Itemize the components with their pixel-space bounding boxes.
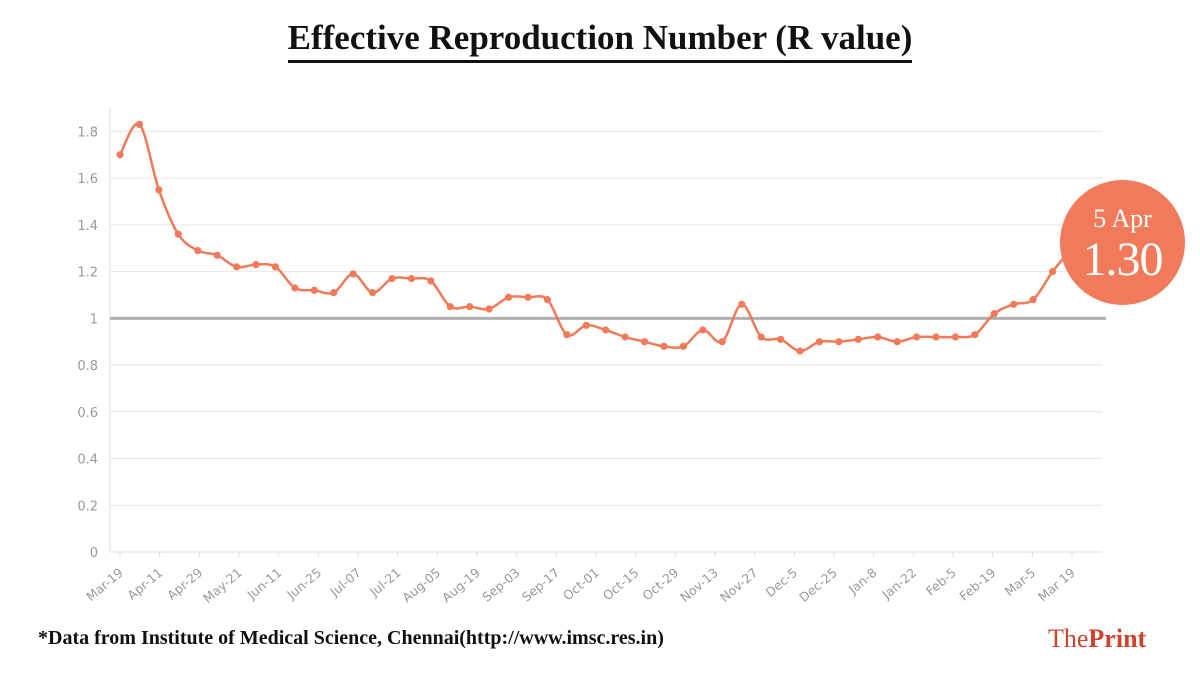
data-point: [602, 326, 610, 334]
data-point: [174, 230, 182, 238]
x-tick-label: Apr-11: [124, 565, 165, 603]
data-point: [796, 347, 804, 355]
data-point: [252, 260, 260, 269]
data-point: [582, 321, 590, 329]
data-point: [971, 331, 979, 339]
data-point: [543, 296, 552, 304]
y-tick-label: 1.2: [77, 266, 98, 281]
y-tick-label: 0.8: [77, 359, 98, 374]
y-tick-label: 0.4: [77, 453, 98, 468]
x-tick-label: Sep-17: [519, 565, 562, 605]
x-tick-label: Oct-29: [639, 565, 681, 604]
data-point: [407, 274, 416, 283]
data-point: [1048, 267, 1057, 276]
y-tick-label: 1.8: [77, 125, 98, 140]
data-point: [466, 303, 474, 311]
data-point: [155, 186, 163, 194]
x-tick-label: Aug-05: [399, 565, 443, 605]
x-tick-label: Sep-03: [479, 565, 522, 605]
x-tick-label: Nov-13: [677, 565, 721, 605]
y-tick-label: 1: [90, 312, 98, 327]
theprint-logo: ThePrint: [1048, 624, 1146, 654]
x-tick-label: Apr-29: [164, 565, 205, 603]
data-point: [232, 263, 241, 271]
x-tick-label: Mar-5: [1002, 565, 1039, 599]
data-point: [815, 338, 824, 346]
x-tick-label: Mar 19: [1035, 565, 1078, 604]
data-point: [563, 331, 571, 339]
data-point: [718, 338, 726, 346]
x-tick-label: Feb-5: [923, 565, 959, 599]
data-point: [912, 333, 921, 341]
data-point: [485, 305, 493, 313]
x-tick-label: Jul-21: [366, 565, 404, 600]
logo-the: The: [1048, 624, 1089, 653]
data-point: [951, 333, 960, 341]
x-tick-label: Jun-11: [244, 565, 285, 603]
data-point: [310, 286, 318, 294]
data-point: [135, 120, 144, 128]
data-point: [271, 263, 280, 271]
data-point: [699, 326, 707, 334]
x-tick-label: Oct-01: [560, 565, 602, 604]
data-point: [990, 310, 998, 318]
data-point: [874, 333, 882, 341]
x-tick-label: Jul-07: [326, 565, 364, 600]
data-point: [388, 274, 396, 283]
logo-print: Print: [1088, 624, 1147, 653]
data-point: [776, 335, 785, 343]
data-point: [504, 293, 513, 301]
data-point: [291, 284, 299, 292]
data-point: [835, 338, 843, 346]
data-point: [116, 151, 124, 159]
x-tick-label: May-21: [200, 565, 245, 606]
x-tick-label: Dec-5: [763, 565, 801, 600]
data-point: [194, 246, 202, 255]
x-tick-label: Oct-15: [600, 565, 642, 604]
y-tick-label: 1.6: [77, 172, 98, 187]
data-point: [640, 338, 649, 346]
x-tick-label: Dec-25: [796, 565, 840, 605]
chart-title-wrap: Effective Reproduction Number (R value): [0, 18, 1200, 63]
x-tick-label: Jan-22: [878, 565, 919, 603]
data-point: [932, 333, 940, 341]
y-tick-label: 0: [90, 546, 98, 561]
latest-value-badge: 5 Apr 1.30: [1060, 180, 1185, 305]
chart-title: Effective Reproduction Number (R value): [287, 18, 913, 63]
data-point: [679, 342, 688, 350]
data-point: [738, 300, 746, 308]
badge-date: 5 Apr: [1093, 204, 1152, 233]
data-point: [349, 270, 357, 278]
badge-value: 1.30: [1082, 233, 1164, 286]
data-point: [213, 251, 221, 259]
source-footnote: *Data from Institute of Medical Science,…: [38, 627, 664, 649]
data-point: [893, 338, 901, 346]
x-tick-label: Nov-27: [717, 565, 761, 605]
data-point: [1010, 300, 1018, 308]
x-tick-label: Feb-19: [956, 565, 998, 604]
data-point: [1029, 296, 1037, 304]
data-point: [446, 303, 454, 311]
x-tick-label: Jun-25: [283, 565, 324, 603]
data-point: [524, 293, 532, 301]
y-tick-label: 1.4: [77, 219, 98, 234]
data-point: [660, 342, 668, 350]
data-point: [757, 333, 765, 341]
x-tick-label: Aug-19: [439, 565, 483, 605]
data-point: [368, 289, 377, 297]
y-tick-label: 0.2: [77, 499, 98, 514]
data-point: [330, 289, 338, 297]
x-tick-label: Mar-19: [83, 565, 126, 604]
data-point: [854, 335, 862, 343]
x-tick-label: Jan-8: [845, 565, 880, 598]
y-tick-label: 0.6: [77, 406, 98, 421]
data-point: [621, 333, 629, 341]
data-point: [427, 277, 435, 285]
